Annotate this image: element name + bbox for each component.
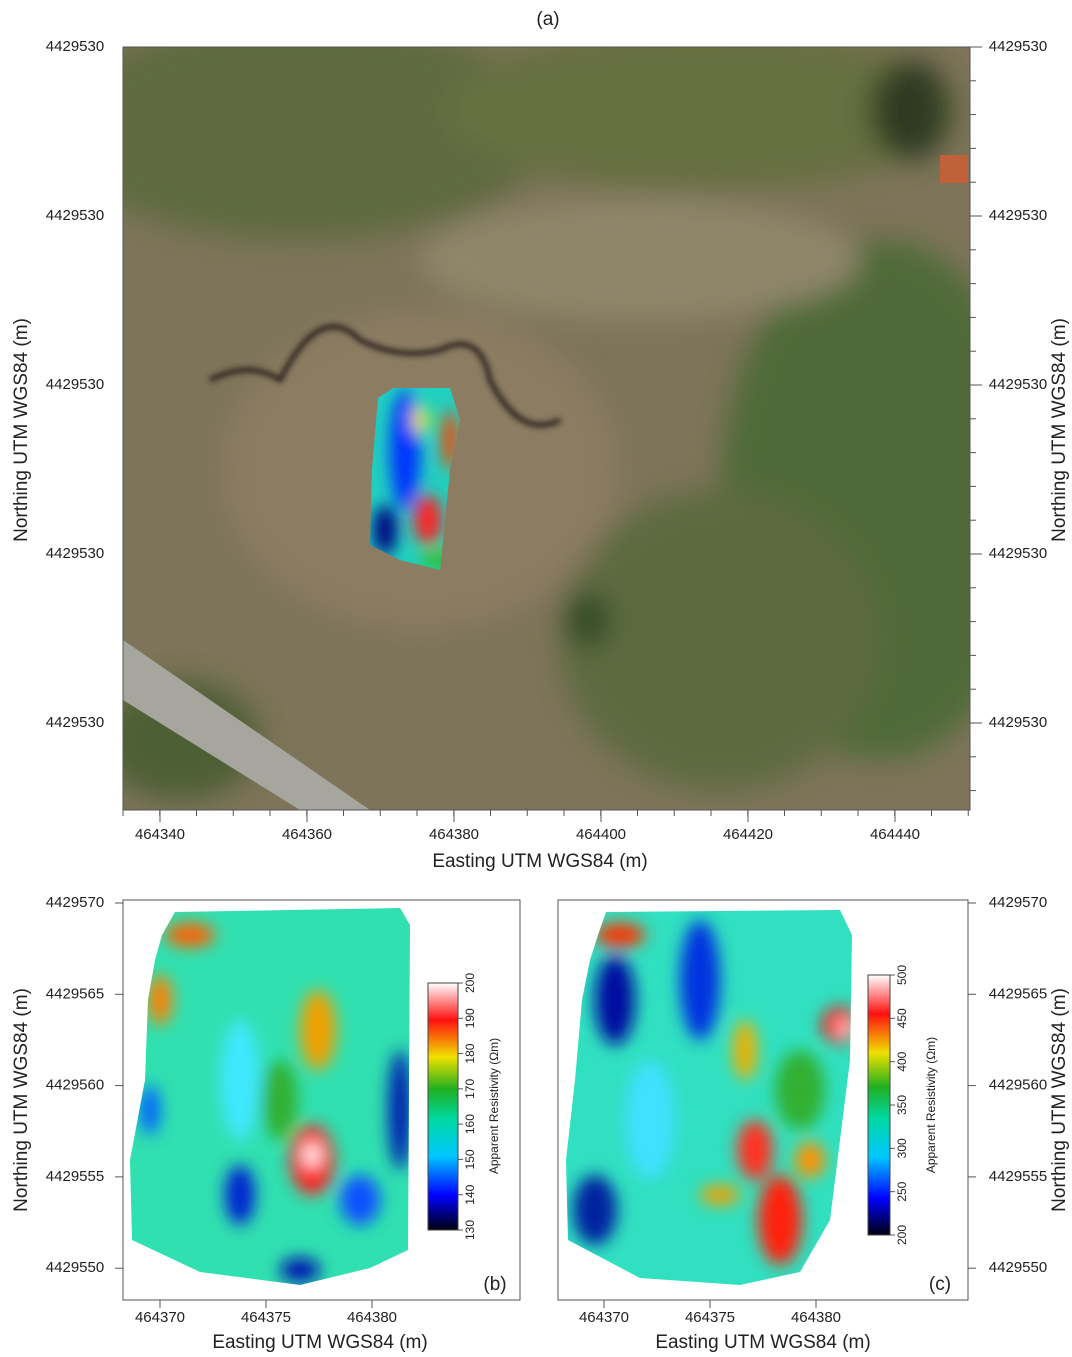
colorbar-tick-label: 450 — [895, 1008, 909, 1028]
colorbar-tick-label: 150 — [463, 1149, 477, 1169]
x-axis-title: Easting UTM WGS84 (m) — [432, 851, 647, 872]
colorbar-tick-label: 190 — [463, 1008, 477, 1028]
colorbar-title: Apparent Resistivity (Ωm) — [924, 1037, 938, 1173]
y-tick-label: 4429530 — [46, 207, 104, 224]
y-tick-label: 4429530 — [989, 545, 1047, 562]
panel-label: (b) — [483, 1274, 506, 1295]
colorbar-title: Apparent Resistivity (Ωm) — [487, 1038, 501, 1174]
y-tick-label: 4429570 — [46, 894, 104, 911]
y-axis-title: Northing UTM WGS84 (m) — [11, 318, 32, 542]
colorbar-tick-label: 250 — [895, 1181, 909, 1201]
y-axis-title: Northing UTM WGS84 (m) — [1049, 318, 1070, 542]
y-tick-label: 4429530 — [46, 376, 104, 393]
y-tick-label: 4429555 — [46, 1168, 104, 1185]
x-tick-label: 464400 — [576, 826, 626, 843]
y-tick-label: 4429530 — [46, 545, 104, 562]
y-tick-label: 4429550 — [46, 1259, 104, 1276]
x-tick-label: 464340 — [135, 826, 185, 843]
y-tick-label: 4429530 — [989, 207, 1047, 224]
colorbar-tick-label: 140 — [463, 1184, 477, 1204]
colorbar-tick-label: 170 — [463, 1079, 477, 1099]
y-axis-title: Northing UTM WGS84 (m) — [11, 988, 32, 1212]
colorbar-frame — [427, 982, 459, 1231]
x-axis-title: Easting UTM WGS84 (m) — [655, 1332, 870, 1353]
x-tick-label: 464380 — [347, 1309, 397, 1326]
x-tick-label: 464380 — [791, 1309, 841, 1326]
y-tick-label: 4429560 — [46, 1077, 104, 1094]
x-tick-label: 464420 — [723, 826, 773, 843]
x-axis-title: Easting UTM WGS84 (m) — [212, 1332, 427, 1353]
colorbar-tick-label: 300 — [895, 1138, 909, 1158]
colorbar — [428, 983, 458, 1230]
x-tick-label: 464380 — [429, 826, 479, 843]
aerial-image — [123, 47, 970, 810]
colorbar-tick-label: 130 — [463, 1220, 477, 1240]
frame — [557, 899, 969, 1301]
colorbar — [868, 975, 890, 1235]
frame — [122, 899, 521, 1301]
x-tick-label: 464360 — [282, 826, 332, 843]
x-tick-label: 464370 — [579, 1309, 629, 1326]
y-tick-label: 4429530 — [989, 714, 1047, 731]
y-tick-label: 4429565 — [989, 985, 1047, 1002]
x-tick-label: 464375 — [241, 1309, 291, 1326]
resistivity-map — [566, 910, 852, 1285]
panel-label: (a) — [536, 9, 559, 30]
colorbar-frame — [867, 974, 891, 1236]
colorbar-tick-label: 200 — [895, 1225, 909, 1245]
colorbar-tick-label: 160 — [463, 1114, 477, 1134]
y-tick-label: 4429565 — [46, 985, 104, 1002]
frame — [122, 46, 971, 811]
y-tick-label: 4429530 — [46, 714, 104, 731]
colorbar-tick-label: 350 — [895, 1095, 909, 1115]
x-tick-label: 464375 — [685, 1309, 735, 1326]
y-tick-label: 4429560 — [989, 1077, 1047, 1094]
x-tick-label: 464370 — [135, 1309, 185, 1326]
colorbar-tick-label: 180 — [463, 1043, 477, 1063]
y-tick-label: 4429570 — [989, 894, 1047, 911]
panel-label: (c) — [929, 1274, 951, 1295]
y-tick-label: 4429530 — [989, 38, 1047, 55]
colorbar-tick-label: 400 — [895, 1051, 909, 1071]
y-tick-label: 4429550 — [989, 1259, 1047, 1276]
y-axis-title: Northing UTM WGS84 (m) — [1049, 988, 1070, 1212]
y-tick-label: 4429555 — [989, 1168, 1047, 1185]
colorbar-tick-label: 200 — [463, 973, 477, 993]
y-tick-label: 4429530 — [46, 38, 104, 55]
colorbar-tick-label: 500 — [895, 965, 909, 985]
resistivity-map — [130, 908, 410, 1285]
x-tick-label: 464440 — [870, 826, 920, 843]
y-tick-label: 4429530 — [989, 376, 1047, 393]
